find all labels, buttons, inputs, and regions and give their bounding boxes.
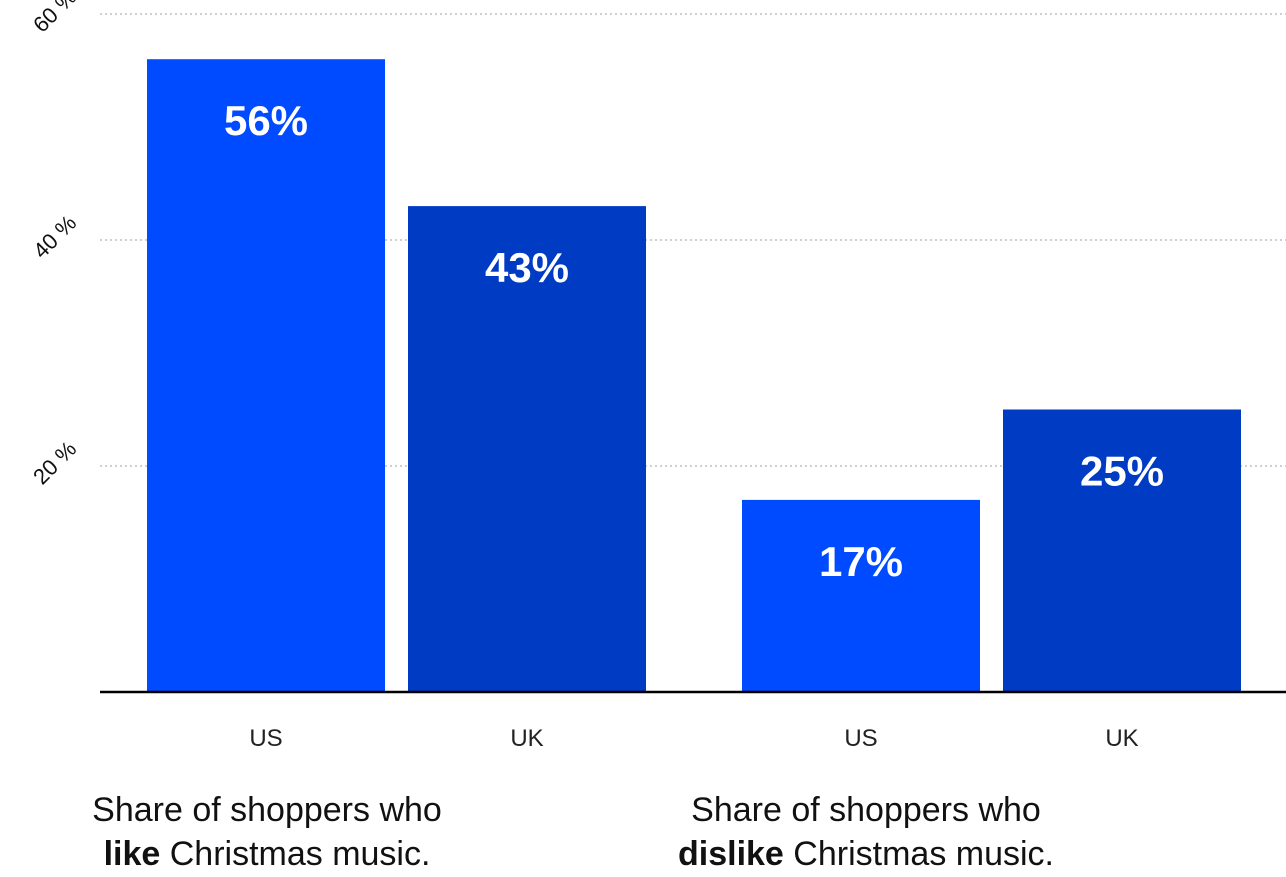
- bar-value-label: 25%: [1080, 448, 1164, 495]
- bar: [408, 206, 646, 692]
- bar: [147, 59, 385, 692]
- y-tick-label: 20 %: [28, 436, 81, 489]
- group-caption-dislike-line1: Share of shoppers who: [691, 791, 1041, 829]
- x-category-label: US: [844, 725, 877, 752]
- bar: [1003, 409, 1241, 692]
- group-caption-dislike-suffix: Christmas music.: [793, 835, 1054, 873]
- x-axis-categories: US UK US UK: [249, 725, 1138, 752]
- y-tick-label: 40 %: [28, 210, 81, 263]
- group-caption-like-line2: like Christmas music.: [47, 832, 487, 876]
- x-category-label: UK: [1105, 725, 1138, 752]
- group-caption-dislike-emphasis: dislike: [678, 835, 784, 873]
- y-tick-label: 60 %: [28, 0, 81, 37]
- bar-value-labels: 56% 43% 17% 25%: [224, 97, 1164, 585]
- group-caption-dislike: Share of shoppers who dislike Christmas …: [646, 788, 1086, 876]
- group-caption-like-line1: Share of shoppers who: [92, 791, 442, 829]
- bar-value-label: 17%: [819, 538, 903, 585]
- bar-value-label: 56%: [224, 97, 308, 144]
- group-caption-like: Share of shoppers who like Christmas mus…: [47, 788, 487, 876]
- group-caption-like-suffix: Christmas music.: [169, 835, 431, 873]
- x-category-label: UK: [510, 725, 543, 752]
- bar: [742, 499, 980, 692]
- y-axis-ticks: 20 % 40 % 60 %: [28, 0, 81, 489]
- x-category-label: US: [249, 725, 282, 752]
- group-caption-like-emphasis: like: [103, 835, 161, 873]
- bar-value-label: 43%: [485, 244, 569, 291]
- bars: [147, 59, 1241, 692]
- group-caption-dislike-line2: dislike Christmas music.: [646, 832, 1086, 876]
